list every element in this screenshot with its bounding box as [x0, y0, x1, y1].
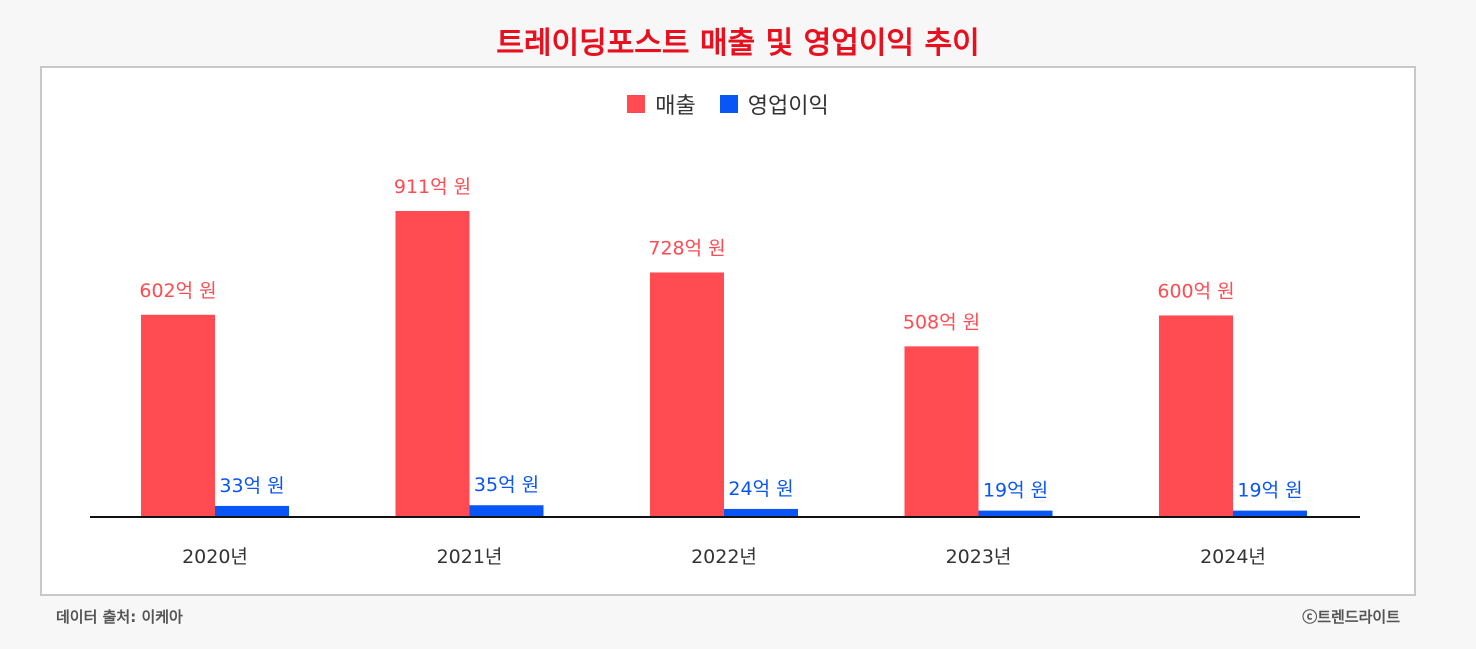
legend-item-operating-profit: 영업이익 [719, 88, 829, 120]
data-label-revenue-4: 600억 원 [1157, 280, 1234, 302]
data-label-revenue-0: 602억 원 [139, 280, 216, 302]
data-label-operating-profit-0: 33억 원 [219, 475, 284, 497]
data-label-revenue-3: 508억 원 [903, 311, 980, 333]
bar-operating-profit-2 [724, 508, 798, 517]
data-label-operating-profit-3: 19억 원 [983, 480, 1048, 502]
bar-revenue-3 [904, 346, 979, 517]
bar-revenue-2 [650, 272, 724, 517]
x-tick-label-3: 2023년 [946, 546, 1012, 568]
x-tick-label-2: 2022년 [691, 546, 757, 568]
legend-label-operating-profit: 영업이익 [747, 94, 829, 119]
x-tick-label-4: 2024년 [1200, 546, 1266, 568]
legend-swatch-operating-profit [719, 95, 738, 113]
bar-revenue-4 [1159, 315, 1233, 517]
chart-panel: 매출 영업이익 602억 원 33억 원 2020년 911억 원 35억 원 2021년… [40, 66, 1416, 596]
data-label-operating-profit-4: 19억 원 [1237, 480, 1302, 502]
bar-operating-profit-0 [215, 505, 289, 517]
data-source: 데이터 출처: 이케아 [56, 608, 183, 626]
legend-item-revenue: 매출 [627, 88, 696, 120]
bar-revenue-0 [141, 314, 215, 517]
data-label-operating-profit-1: 35억 원 [474, 474, 539, 496]
legend-swatch-revenue [627, 95, 646, 113]
legend-label-revenue: 매출 [655, 94, 696, 119]
data-label-revenue-1: 911억 원 [394, 176, 471, 198]
bar-chart: 602억 원 33억 원 2020년 911억 원 35억 원 2021년 728억 원 24… [90, 176, 1360, 568]
legend: 매출 영업이익 [42, 88, 1414, 120]
bar-operating-profit-4 [1233, 510, 1307, 517]
x-tick-label-1: 2021년 [437, 546, 503, 568]
data-label-operating-profit-2: 24억 원 [728, 478, 793, 500]
x-tick-label-0: 2020년 [182, 546, 248, 568]
bar-revenue-1 [395, 211, 470, 517]
chart-title: 트레이딩포스트 매출 및 영업이익 추이 [496, 26, 980, 61]
data-label-revenue-2: 728억 원 [648, 237, 725, 259]
copyright-credit: ⓒ트렌드라이트 [1302, 608, 1400, 626]
bar-operating-profit-3 [978, 510, 1053, 517]
bar-operating-profit-1 [469, 505, 544, 517]
